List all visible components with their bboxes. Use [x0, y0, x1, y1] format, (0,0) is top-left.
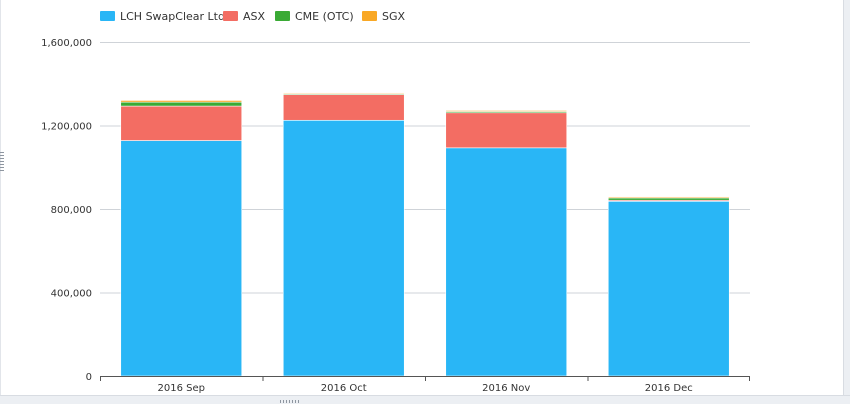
legend-label-cme-otc: CME (OTC) [295, 10, 354, 23]
x-tick-label-2016-oct: 2016 Oct [321, 383, 367, 394]
bar-2016-oct-lch-swapclear-ltd[interactable] [282, 119, 405, 377]
legend-swatch-lch-swapclear-ltd [100, 11, 115, 21]
bar-2016-sep-asx[interactable] [120, 105, 243, 141]
bar-2016-oct-sgx[interactable] [282, 92, 405, 95]
legend-swatch-asx [223, 11, 238, 21]
bar-2016-nov-sgx[interactable] [445, 110, 568, 112]
bar-2016-dec-sgx[interactable] [607, 196, 730, 199]
bar-2016-sep-cme-otc[interactable] [120, 101, 243, 107]
y-tick-label-1: 400,000 [51, 289, 92, 300]
legend-item-sgx[interactable]: SGX [362, 10, 406, 23]
y-axis: 0 400,000 800,000 1,200,000 1,600,000 [41, 38, 92, 383]
legend-item-cme-otc[interactable]: CME (OTC) [275, 10, 354, 23]
legend-label-sgx: SGX [382, 10, 406, 23]
x-axis: 2016 Sep 2016 Oct 2016 Nov 2016 Dec [100, 376, 750, 394]
y-tick-label-3: 1,200,000 [41, 122, 92, 133]
right-panel-edge [843, 0, 850, 396]
x-tick-label-2016-sep: 2016 Sep [158, 383, 205, 394]
legend-swatch-cme-otc [275, 11, 290, 21]
left-resize-handle[interactable] [0, 152, 4, 172]
chart-bars [120, 92, 730, 377]
chart-legend: LCH SwapClear Ltd ASX CME (OTC) SGX [100, 10, 406, 23]
legend-label-asx: ASX [243, 10, 266, 23]
panel-left-border [0, 0, 1, 396]
y-tick-label-4: 1,600,000 [41, 38, 92, 49]
y-tick-label-2: 800,000 [51, 205, 92, 216]
bottom-resize-handle[interactable] [280, 400, 300, 403]
bar-2016-nov-asx[interactable] [445, 112, 568, 149]
y-tick-label-0: 0 [86, 372, 92, 383]
x-tick-label-2016-dec: 2016 Dec [645, 383, 693, 394]
bar-2016-sep-lch-swapclear-ltd[interactable] [120, 140, 243, 377]
bar-2016-sep-sgx[interactable] [120, 100, 243, 103]
legend-label-lch-swapclear-ltd: LCH SwapClear Ltd [120, 10, 225, 23]
bar-2016-dec-lch-swapclear-ltd[interactable] [607, 200, 730, 377]
bar-2016-nov-lch-swapclear-ltd[interactable] [445, 147, 568, 377]
legend-swatch-sgx [362, 11, 377, 21]
bottom-panel-edge [0, 395, 850, 404]
bar-2016-dec-cme-otc[interactable] [607, 197, 730, 201]
x-tick-label-2016-nov: 2016 Nov [482, 383, 530, 394]
legend-item-asx[interactable]: ASX [223, 10, 266, 23]
legend-item-lch-swapclear-ltd[interactable]: LCH SwapClear Ltd [100, 10, 225, 23]
bar-2016-oct-asx[interactable] [282, 94, 405, 121]
